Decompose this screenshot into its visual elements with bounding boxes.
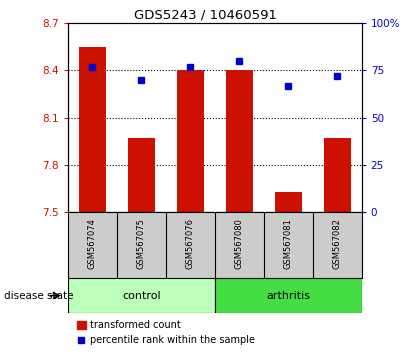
Bar bbox=[177, 70, 204, 212]
Text: arthritis: arthritis bbox=[266, 291, 310, 301]
Bar bbox=[79, 47, 106, 212]
FancyBboxPatch shape bbox=[68, 278, 215, 313]
Text: GSM567075: GSM567075 bbox=[137, 218, 146, 269]
Text: GSM567080: GSM567080 bbox=[235, 218, 244, 269]
Text: GSM567074: GSM567074 bbox=[88, 218, 97, 269]
Text: GSM567076: GSM567076 bbox=[186, 218, 195, 269]
Bar bbox=[128, 138, 155, 212]
Text: disease state: disease state bbox=[4, 291, 74, 301]
FancyBboxPatch shape bbox=[215, 278, 362, 313]
Bar bbox=[275, 192, 302, 212]
Text: GSM567082: GSM567082 bbox=[332, 218, 342, 269]
Bar bbox=[226, 70, 253, 212]
Text: GDS5243 / 10460591: GDS5243 / 10460591 bbox=[134, 9, 277, 22]
Text: GSM567081: GSM567081 bbox=[284, 218, 293, 269]
Text: control: control bbox=[122, 291, 161, 301]
Legend: transformed count, percentile rank within the sample: transformed count, percentile rank withi… bbox=[73, 316, 259, 349]
Bar bbox=[324, 138, 351, 212]
